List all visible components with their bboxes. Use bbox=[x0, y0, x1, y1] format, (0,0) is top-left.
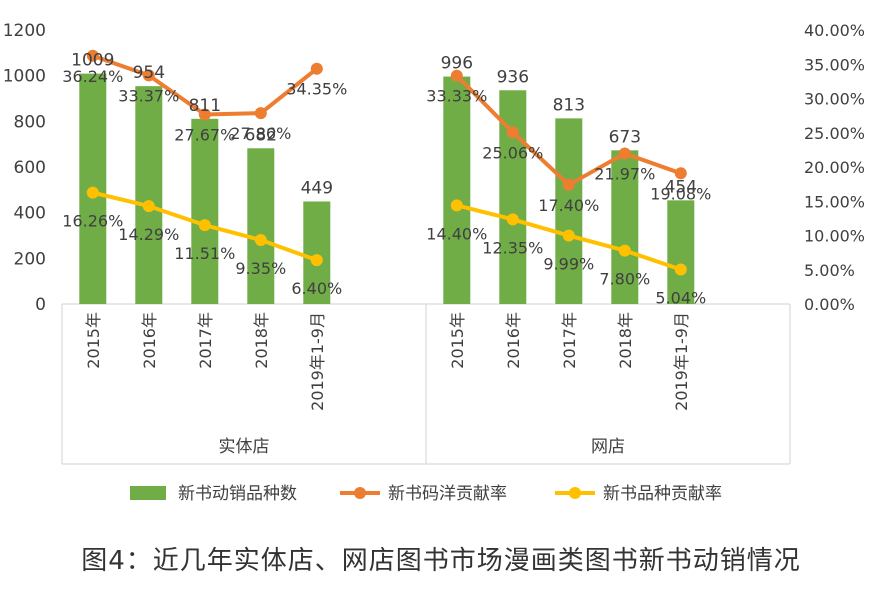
bar-new-titles bbox=[667, 200, 695, 304]
y-left-tick-label: 800 bbox=[14, 112, 46, 132]
price-share-label: 33.33% bbox=[426, 87, 487, 106]
y-left-tick-label: 400 bbox=[14, 204, 46, 224]
bar-new-titles bbox=[303, 201, 331, 304]
legend-label: 新书动销品种数 bbox=[178, 484, 297, 504]
bar-value-label: 811 bbox=[189, 96, 221, 116]
x-tick-label: 2016年 bbox=[140, 312, 159, 369]
x-tick-label: 2018年 bbox=[252, 312, 271, 369]
price-share-label: 27.86% bbox=[230, 124, 291, 143]
y-left-tick-label: 0 bbox=[35, 295, 46, 315]
legend-swatch-bar bbox=[130, 486, 166, 500]
y-right-tick-label: 30.00% bbox=[804, 90, 865, 109]
y-right-tick-label: 35.00% bbox=[804, 55, 865, 74]
line-variety-share-marker bbox=[618, 244, 631, 257]
bar-new-titles bbox=[443, 76, 471, 304]
y-right-tick-label: 0.00% bbox=[804, 295, 855, 314]
bar-value-label: 682 bbox=[245, 125, 277, 145]
x-tick-label: 2017年 bbox=[196, 312, 215, 369]
line-variety-share-marker bbox=[310, 254, 323, 267]
line-price-share-marker bbox=[198, 108, 211, 121]
bar-value-label: 936 bbox=[497, 67, 529, 87]
bar-new-titles bbox=[611, 150, 639, 304]
x-tick-label: 2018年 bbox=[616, 312, 635, 369]
variety-share-label: 14.29% bbox=[118, 225, 179, 244]
line-price-share-marker bbox=[562, 178, 575, 191]
bar-value-label: 673 bbox=[609, 127, 641, 147]
variety-share-label: 14.40% bbox=[426, 224, 487, 243]
y-right-tick-label: 25.00% bbox=[804, 124, 865, 143]
bar-new-titles bbox=[191, 118, 219, 305]
bar-value-label: 454 bbox=[665, 177, 697, 197]
x-tick-label: 2019年1-9月 bbox=[308, 312, 327, 411]
line-price-share-marker bbox=[618, 147, 631, 160]
y-left-tick-label: 1000 bbox=[3, 67, 46, 87]
line-variety-share-marker bbox=[86, 186, 99, 199]
y-left-tick-label: 600 bbox=[14, 158, 46, 178]
legend-swatch-marker bbox=[354, 487, 366, 499]
line-variety-share-marker bbox=[562, 229, 575, 242]
figure-caption: 图4：近几年实体店、网店图书市场漫画类图书新书动销情况 bbox=[81, 546, 801, 576]
line-price-share-marker bbox=[450, 69, 463, 82]
variety-share-label: 11.51% bbox=[174, 244, 235, 263]
price-share-label: 36.24% bbox=[62, 67, 123, 86]
variety-share-label: 16.26% bbox=[62, 212, 123, 231]
line-price-share-marker bbox=[506, 126, 519, 139]
price-share-label: 27.67% bbox=[174, 125, 235, 144]
line-price-share-marker bbox=[674, 167, 687, 180]
bar-value-label: 954 bbox=[133, 63, 165, 83]
price-share-label: 25.06% bbox=[482, 143, 543, 162]
group-label: 网店 bbox=[591, 437, 625, 457]
y-right-tick-label: 20.00% bbox=[804, 158, 865, 177]
bar-new-titles bbox=[247, 148, 275, 304]
line-variety-share-marker bbox=[254, 233, 267, 246]
variety-share-label: 12.35% bbox=[482, 238, 543, 257]
y-right-tick-label: 5.00% bbox=[804, 261, 855, 280]
bar-value-label: 813 bbox=[553, 95, 585, 115]
y-left-tick-label: 1200 bbox=[3, 21, 46, 41]
price-share-label: 19.08% bbox=[650, 184, 711, 203]
x-tick-label: 2017年 bbox=[560, 312, 579, 369]
price-share-label: 21.97% bbox=[594, 165, 655, 184]
x-tick-label: 2015年 bbox=[84, 312, 103, 369]
variety-share-label: 6.40% bbox=[291, 279, 342, 298]
chart: 0 200 400 600 800 1000 1200 0.00% 5.00% 10.00% 15.… bbox=[3, 21, 865, 504]
bar-value-label: 1009 bbox=[71, 51, 114, 71]
line-variety-share-marker bbox=[450, 199, 463, 212]
legend-swatch-marker bbox=[569, 487, 581, 499]
line-price-share-marker bbox=[254, 107, 267, 120]
variety-share-label: 5.04% bbox=[655, 288, 706, 307]
variety-share-label: 9.99% bbox=[543, 255, 594, 274]
y-right-tick-label: 10.00% bbox=[804, 227, 865, 246]
line-variety-share-marker bbox=[198, 219, 211, 232]
x-tick-label: 2015年 bbox=[448, 312, 467, 369]
legend-label: 新书码洋贡献率 bbox=[388, 484, 507, 504]
x-tick-label: 2016年 bbox=[504, 312, 523, 369]
price-share-label: 33.37% bbox=[118, 86, 179, 105]
variety-share-label: 7.80% bbox=[599, 270, 650, 289]
line-variety-share-marker bbox=[674, 263, 687, 276]
legend-label: 新书品种贡献率 bbox=[603, 484, 722, 504]
line-variety-share-marker bbox=[506, 213, 519, 226]
y-right-tick-label: 40.00% bbox=[804, 21, 865, 40]
bar-new-titles bbox=[135, 86, 163, 304]
price-share-label: 34.35% bbox=[286, 80, 347, 99]
price-share-label: 17.40% bbox=[538, 196, 599, 215]
y-left-tick-label: 200 bbox=[14, 249, 46, 269]
line-price-share-marker bbox=[86, 49, 99, 62]
x-tick-label: 2019年1-9月 bbox=[672, 312, 691, 411]
bar-value-label: 996 bbox=[441, 54, 473, 74]
bar-value-label: 449 bbox=[301, 178, 333, 198]
bar-new-titles bbox=[555, 118, 583, 305]
line-price-share-marker bbox=[142, 69, 155, 82]
line-variety-share-marker bbox=[142, 200, 155, 213]
line-price-share-marker bbox=[310, 62, 323, 75]
variety-share-label: 9.35% bbox=[235, 259, 286, 278]
y-right-tick-label: 15.00% bbox=[804, 192, 865, 211]
group-label: 实体店 bbox=[219, 437, 270, 457]
